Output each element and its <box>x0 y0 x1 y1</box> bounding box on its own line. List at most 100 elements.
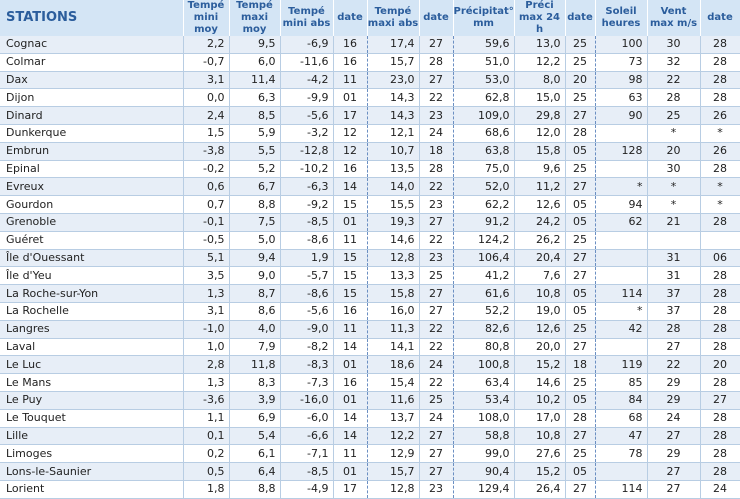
table-row: Le Touquet 1,1 6,9 -6,0 14 13,7 24 108,0 17,0 28 6… <box>0 409 740 428</box>
cell-date-vent: 28 <box>700 338 740 357</box>
cell-date-mini: 16 <box>333 53 368 72</box>
cell-date-preci: 05 <box>565 213 596 232</box>
cell-date-maxi: 22 <box>419 231 454 250</box>
cell-date-maxi: 27 <box>419 462 454 481</box>
cell-vent-max: 31 <box>647 266 701 286</box>
cell-date-mini: 11 <box>333 444 368 464</box>
cell-temp-mini-moy: 3,1 <box>183 71 230 90</box>
table-row: Langres -1,0 4,0 -9,0 11 11,3 22 82,6 12,6 25 42 28… <box>0 320 740 339</box>
cell-preci-max-24h: 12,6 <box>514 320 566 339</box>
cell-temp-maxi-abs: 12,8 <box>367 249 420 268</box>
cell-temp-maxi-moy: 6,7 <box>229 177 281 197</box>
cell-soleil-heures <box>595 231 648 250</box>
cell-date-maxi: 27 <box>419 427 454 446</box>
cell-date-maxi: 23 <box>419 106 454 125</box>
cell-soleil-heures: * <box>595 302 648 321</box>
cell-date-maxi: 28 <box>419 53 454 72</box>
cell-temp-mini-abs: -8,6 <box>280 284 334 303</box>
table-row: Evreux 0,6 6,7 -6,3 14 14,0 22 52,0 11,2 27 * * * <box>0 177 740 197</box>
cell-precipitation: 124,2 <box>453 231 515 250</box>
cell-date-maxi: 18 <box>419 142 454 161</box>
cell-date-vent: 06 <box>700 249 740 268</box>
cell-date-mini: 14 <box>333 427 368 446</box>
cell-temp-mini-moy: 0,6 <box>183 177 230 197</box>
cell-temp-maxi-abs: 15,4 <box>367 373 420 392</box>
cell-date-vent <box>700 231 740 250</box>
cell-temp-maxi-abs: 14,3 <box>367 88 420 108</box>
cell-vent-max: 27 <box>647 338 701 357</box>
cell-date-vent: 28 <box>700 302 740 321</box>
cell-preci-max-24h: 24,2 <box>514 213 566 232</box>
cell-date-preci: 27 <box>565 266 596 286</box>
cell-date-vent: 28 <box>700 160 740 179</box>
cell-date-vent: 20 <box>700 355 740 375</box>
cell-date-vent: 26 <box>700 106 740 125</box>
cell-station: Le Puy <box>0 391 184 410</box>
table-row: Guéret -0,5 5,0 -8,6 11 14,6 22 124,2 26,2 25 <box>0 231 740 250</box>
cell-station: Guéret <box>0 231 184 250</box>
cell-precipitation: 58,8 <box>453 427 515 446</box>
cell-temp-maxi-moy: 8,3 <box>229 373 281 392</box>
cell-date-maxi: 22 <box>419 373 454 392</box>
cell-date-vent: 24 <box>700 480 740 499</box>
cell-precipitation: 53,4 <box>453 391 515 410</box>
cell-temp-mini-moy: -3,6 <box>183 391 230 410</box>
cell-precipitation: 82,6 <box>453 320 515 339</box>
cell-station: Dijon <box>0 88 184 108</box>
cell-temp-mini-abs: -5,6 <box>280 106 334 125</box>
cell-temp-mini-abs: -6,6 <box>280 427 334 446</box>
cell-date-mini: 01 <box>333 88 368 108</box>
cell-precipitation: 52,2 <box>453 302 515 321</box>
cell-precipitation: 52,0 <box>453 177 515 197</box>
table-row: Embrun -3,8 5,5 -12,8 12 10,7 18 63,8 15,8 05 128 2… <box>0 142 740 161</box>
cell-temp-mini-moy: 3,5 <box>183 266 230 286</box>
cell-soleil-heures <box>595 124 648 143</box>
cell-date-maxi: 28 <box>419 160 454 179</box>
header-row: STATIONS Tempé mini moy Tempé maxi moy T… <box>0 0 740 36</box>
cell-station: Île d'Yeu <box>0 266 184 286</box>
cell-station: Le Touquet <box>0 409 184 428</box>
cell-temp-mini-abs: -4,9 <box>280 480 334 499</box>
table-row: Lille 0,1 5,4 -6,6 14 12,2 27 58,8 10,8 27 47 27 28 <box>0 427 740 446</box>
cell-temp-maxi-abs: 10,7 <box>367 142 420 161</box>
cell-preci-max-24h: 26,2 <box>514 231 566 250</box>
cell-date-preci: 27 <box>565 338 596 357</box>
cell-temp-mini-abs: -9,2 <box>280 195 334 214</box>
cell-preci-max-24h: 11,2 <box>514 177 566 197</box>
cell-temp-mini-moy: -3,8 <box>183 142 230 161</box>
cell-preci-max-24h: 20,0 <box>514 338 566 357</box>
cell-temp-mini-moy: 0,1 <box>183 427 230 446</box>
table-row: Île d'Yeu 3,5 9,0 -5,7 15 13,3 25 41,2 7,6 27 31 28 <box>0 266 740 286</box>
cell-preci-max-24h: 9,6 <box>514 160 566 179</box>
cell-date-vent: 28 <box>700 36 740 54</box>
cell-station: Lille <box>0 427 184 446</box>
cell-date-preci: 25 <box>565 160 596 179</box>
cell-date-preci: 18 <box>565 355 596 375</box>
cell-date-mini: 01 <box>333 355 368 375</box>
cell-precipitation: 91,2 <box>453 213 515 232</box>
cell-temp-mini-abs: -10,2 <box>280 160 334 179</box>
cell-date-maxi: 22 <box>419 177 454 197</box>
table-row: Le Luc 2,8 11,8 -8,3 01 18,6 24 100,8 15,2 18 119 2… <box>0 355 740 375</box>
cell-station: Dinard <box>0 106 184 125</box>
cell-temp-maxi-abs: 15,8 <box>367 284 420 303</box>
header-temp-mini-moy: Tempé mini moy <box>183 0 230 36</box>
cell-vent-max: 37 <box>647 284 701 303</box>
cell-station: Evreux <box>0 177 184 197</box>
cell-precipitation: 41,2 <box>453 266 515 286</box>
cell-date-mini: 01 <box>333 213 368 232</box>
cell-date-preci: 25 <box>565 444 596 464</box>
table-row: Le Puy -3,6 3,9 -16,0 01 11,6 25 53,4 10,2 05 84 29… <box>0 391 740 410</box>
cell-preci-max-24h: 12,0 <box>514 124 566 143</box>
cell-temp-mini-moy: -0,7 <box>183 53 230 72</box>
cell-vent-max: 28 <box>647 88 701 108</box>
cell-soleil-heures: 128 <box>595 142 648 161</box>
cell-temp-mini-abs: -11,6 <box>280 53 334 72</box>
cell-temp-mini-abs: -5,7 <box>280 266 334 286</box>
cell-station: Epinal <box>0 160 184 179</box>
cell-temp-mini-moy: 1,3 <box>183 284 230 303</box>
cell-date-preci: 28 <box>565 409 596 428</box>
cell-station: Langres <box>0 320 184 339</box>
cell-temp-maxi-abs: 23,0 <box>367 71 420 90</box>
cell-preci-max-24h: 15,2 <box>514 462 566 481</box>
